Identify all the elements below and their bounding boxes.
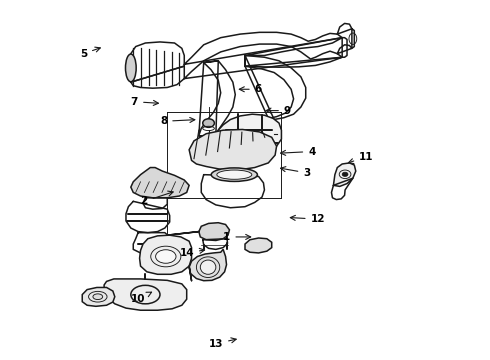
Polygon shape: [245, 238, 272, 253]
Text: 8: 8: [160, 116, 195, 126]
Text: 2: 2: [141, 191, 173, 206]
Ellipse shape: [200, 260, 216, 274]
Polygon shape: [214, 114, 281, 159]
Polygon shape: [131, 167, 189, 198]
Ellipse shape: [217, 170, 252, 179]
Polygon shape: [82, 288, 115, 306]
Text: 3: 3: [281, 167, 311, 178]
Text: 6: 6: [239, 84, 262, 94]
Text: 12: 12: [290, 214, 325, 224]
Polygon shape: [189, 249, 226, 281]
Text: 5: 5: [80, 47, 100, 59]
Polygon shape: [140, 235, 192, 274]
Text: 4: 4: [281, 147, 316, 157]
Ellipse shape: [125, 54, 136, 82]
Ellipse shape: [93, 294, 102, 300]
Ellipse shape: [156, 250, 176, 263]
Polygon shape: [189, 130, 276, 170]
Circle shape: [342, 172, 348, 176]
Text: 7: 7: [131, 97, 158, 107]
Circle shape: [203, 119, 215, 127]
Polygon shape: [104, 279, 187, 310]
Polygon shape: [199, 223, 229, 240]
Text: 11: 11: [348, 152, 374, 163]
Ellipse shape: [211, 168, 257, 181]
Text: 13: 13: [209, 338, 236, 349]
Polygon shape: [333, 163, 356, 186]
Text: 10: 10: [131, 292, 151, 304]
Text: 14: 14: [179, 248, 205, 258]
Text: 9: 9: [266, 105, 291, 116]
Text: 1: 1: [223, 232, 251, 242]
